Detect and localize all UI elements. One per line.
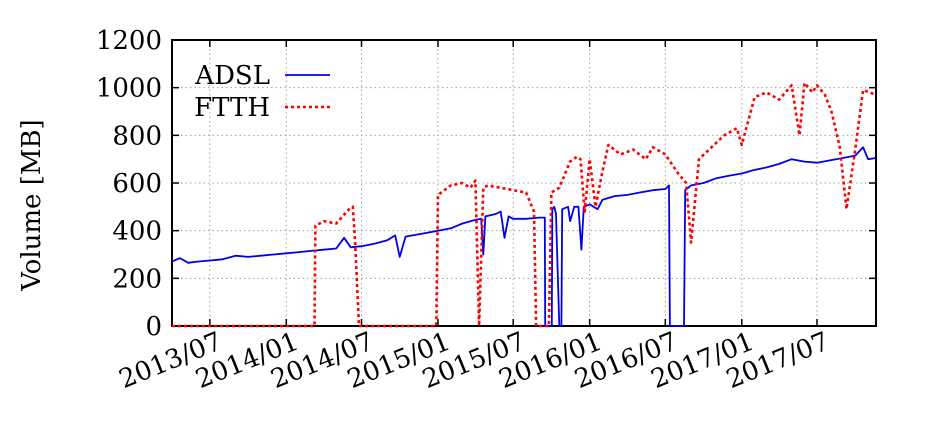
grid [172, 40, 876, 326]
legend-label-ftth: FTTH [194, 93, 270, 123]
y-tick-label: 200 [112, 264, 162, 294]
y-axis-title: Volume [MB] [17, 119, 47, 291]
y-tick-label: 1000 [96, 74, 162, 104]
legend-label-adsl: ADSL [194, 61, 270, 91]
plot-frame [171, 39, 877, 327]
series-group [171, 81, 877, 328]
y-tick-label: 800 [112, 121, 162, 151]
y-tick-label: 0 [145, 312, 162, 342]
y-tick-label: 400 [112, 217, 162, 247]
series-line-adsl [171, 146, 877, 327]
y-tick-label: 600 [112, 169, 162, 199]
y-tick-label: 1200 [96, 26, 162, 56]
series-line-ftth [172, 81, 877, 328]
